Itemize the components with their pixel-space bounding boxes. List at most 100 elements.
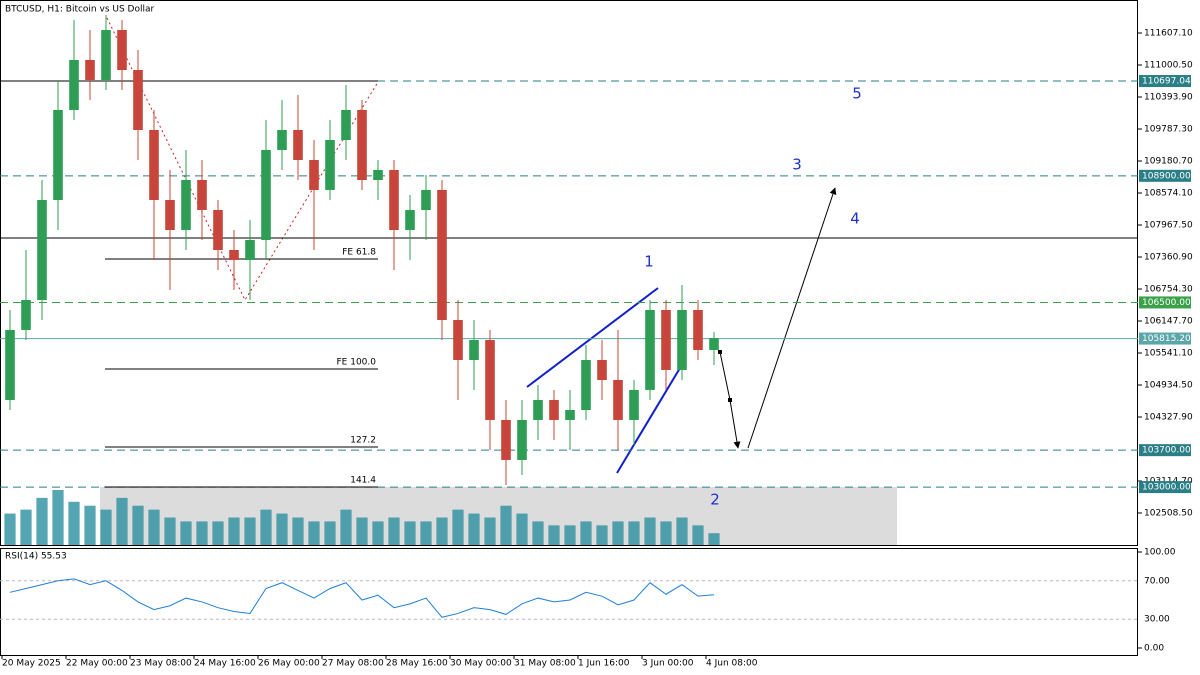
candle-body [421,189,431,211]
volume-bar [84,505,96,545]
volume-bar [52,490,64,545]
y-tick-label: 108574.10 [1144,189,1193,199]
candle-body [53,109,63,200]
price-label-box [1139,296,1191,309]
volume-bar [68,501,80,545]
volume-bar [484,517,496,545]
candle-body [549,399,559,420]
candle-body [5,329,15,400]
volume-bar [36,497,48,545]
candle-body [389,169,399,231]
volume-bar [388,517,400,545]
volume-bar [260,509,272,545]
candle-body [117,30,127,71]
rsi-tick-label: 30.00 [1144,615,1170,625]
plot [4,490,720,545]
volume-bar [356,517,368,545]
price-label-box [1139,444,1191,457]
x-tick-label: 28 May 16:00 [386,659,448,669]
candle-body [709,337,719,350]
wave-label: 4 [850,210,860,228]
candle-body [597,359,607,380]
candle-body [677,309,687,370]
wedge-line [616,357,687,474]
wave-label: 2 [710,491,720,509]
price-label: 110697.04 [1142,77,1191,87]
point [718,350,722,354]
fib-label: 127.2 [350,435,376,445]
candle-body [533,399,543,420]
volume-bar [292,517,304,545]
candle-body [469,339,479,360]
candle-body [213,210,223,251]
volume-bar [580,521,592,545]
y-tick-label: 107360.90 [1144,253,1193,263]
fib-label: FE 61.8 [342,247,376,257]
volume-bar [676,517,688,545]
y-tick-label: 102508.50 [1144,509,1193,519]
price-label: 103700.00 [1142,446,1191,456]
y-tick-label: 105541.10 [1144,349,1193,359]
zigzag [106,17,379,302]
volume-bar [708,533,720,545]
candle-body [341,109,351,141]
y-tick-label: 104934.50 [1144,381,1193,391]
volume-bar [100,509,112,545]
candle-body [373,169,383,180]
candle-body [693,309,703,350]
candle-body [277,129,287,150]
volume-bar [372,521,384,545]
volume-bar [644,517,656,545]
rsi-pane [0,548,1138,656]
y-tick-label: 107967.50 [1144,221,1193,231]
candle-body [197,179,207,211]
x-tick-label: 30 May 00:00 [450,659,512,669]
candle-body [613,379,623,420]
volume-bar [116,497,128,545]
y-tick-label: 104327.90 [1144,413,1193,423]
x-tick-label: 20 May 2025 [2,659,61,669]
y-tick-label: 110393.90 [1144,93,1193,103]
y-tick-label: 111000.50 [1144,61,1193,71]
candle-body [453,320,463,360]
volume-bar [180,521,192,545]
candle-body [69,59,79,110]
candle-body [485,339,495,420]
candle-body [437,189,447,321]
rsi-tick-label: 0.00 [1144,644,1164,654]
candle-body [245,239,255,260]
volume-bar [500,505,512,545]
candle-body [149,129,159,200]
y-tick-label: 111607.10 [1144,29,1193,39]
volume-bar [516,513,528,545]
price-label: 108900.00 [1142,171,1191,181]
price-label: 105815.20 [1142,334,1191,344]
x-tick-label: 22 May 00:00 [66,659,128,669]
rsi-tick-label: 100.00 [1144,548,1176,558]
volume-bar [596,525,608,545]
chart-title: BTCUSD, H1: Bitcoin vs US Dollar [5,5,154,15]
y-tick-label: 106147.70 [1144,317,1193,327]
candle-body [357,109,367,180]
candle-body [501,419,511,460]
projection-arrow [747,187,837,449]
wave-label: 1 [644,253,654,271]
y-tick-label: 109180.70 [1144,157,1193,167]
rsi-tick-label: 70.00 [1144,576,1170,586]
candle-body [325,140,335,190]
volume-bar [244,517,256,545]
volume-bar [564,525,576,545]
x-tick-label: 23 May 08:00 [130,659,192,669]
candle-body [85,59,95,80]
volume-bar [612,521,624,545]
volume-bar [132,505,144,545]
x-tick-label: 27 May 08:00 [322,659,384,669]
volume-bar [660,521,672,545]
x-tick-label: 31 May 08:00 [514,659,576,669]
candle-body [661,309,671,370]
x-tick-label: 26 May 00:00 [258,659,320,669]
volume-bar [452,509,464,545]
candle-body [565,410,575,420]
price-label-box [1139,75,1191,88]
